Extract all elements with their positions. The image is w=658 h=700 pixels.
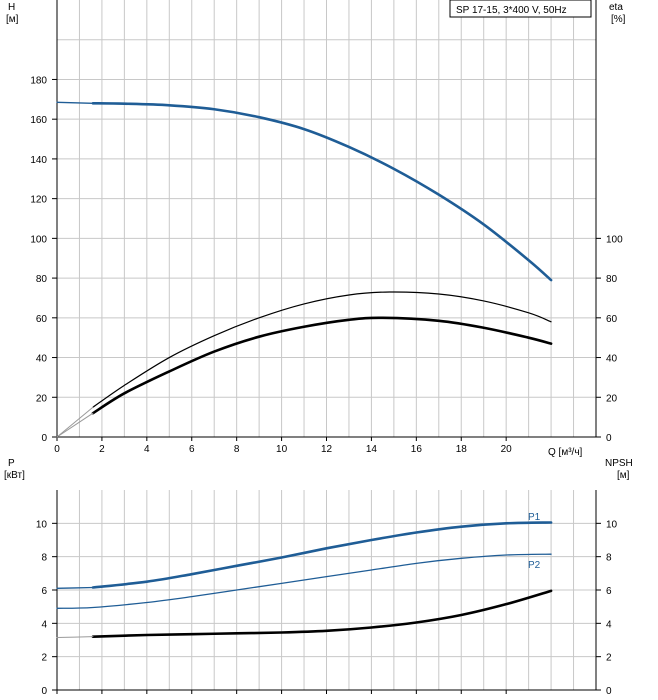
left-tick-label: 120 — [30, 195, 47, 206]
left-tick-label: 140 — [30, 155, 47, 166]
head-efficiency-chart: 0 20 40 60 80 100 120 140 160 180 0 20 40 60 80 100 0 2 4 6… — [30, 0, 623, 455]
head-axis-unit: [м] — [6, 14, 19, 25]
x-tick-label: 0 — [54, 444, 60, 455]
curve-eta-upper-extension — [56, 406, 94, 438]
right-tick-label: 80 — [606, 274, 618, 285]
eta-axis-title: eta — [609, 2, 623, 13]
x-tick-label: 8 — [234, 444, 240, 455]
left-tick-label: 10 — [36, 519, 48, 530]
curve-head — [91, 101, 553, 282]
right-tick-label: 8 — [606, 553, 612, 564]
curve-npsh — [91, 589, 553, 638]
right-tick-label: 10 — [606, 519, 618, 530]
head-axis-title: H — [8, 2, 15, 13]
left-tick-label: 100 — [30, 234, 47, 245]
left-tick-label: 180 — [30, 75, 47, 86]
curve-p1 — [91, 521, 553, 589]
right-tick-label: 0 — [606, 686, 612, 697]
left-tick-label: 60 — [36, 314, 48, 325]
legend: SP 17-15, 3*400 V, 50Hz — [449, 0, 592, 18]
left-tick-label: 0 — [41, 686, 47, 697]
eta-axis-unit: [%] — [611, 14, 626, 25]
right-tick-label: 2 — [606, 653, 612, 664]
power-axis-title: P — [8, 458, 15, 469]
right-tick-label: 20 — [606, 393, 618, 404]
x-tick-label: 6 — [189, 444, 195, 455]
left-tick-label: 2 — [41, 653, 47, 664]
right-tick-label: 6 — [606, 586, 612, 597]
left-tick-label: 40 — [36, 354, 48, 365]
series-label-p2: P2 — [528, 560, 541, 571]
right-tick-label: 100 — [606, 234, 623, 245]
flow-axis-label: Q [м³/ч] — [548, 447, 583, 458]
power-axis-unit: [кВт] — [4, 470, 25, 481]
legend-box — [449, 0, 592, 18]
curve-npsh-extension — [56, 636, 94, 638]
right-tick-label: 0 — [606, 433, 612, 444]
x-tick-label: 2 — [99, 444, 105, 455]
npsh-axis-unit: [м] — [617, 470, 630, 481]
left-tick-label: 8 — [41, 553, 47, 564]
x-tick-label: 4 — [144, 444, 150, 455]
x-tick-label: 20 — [501, 444, 513, 455]
left-tick-label: 4 — [41, 619, 47, 630]
right-tick-label: 4 — [606, 619, 612, 630]
left-tick-label: 80 — [36, 274, 48, 285]
series-label-p1: P1 — [528, 512, 541, 523]
left-tick-label: 160 — [30, 115, 47, 126]
curve-p1-extension — [56, 586, 94, 589]
npsh-axis-title: NPSH — [605, 458, 633, 469]
left-tick-label: 0 — [41, 433, 47, 444]
curve-head-extension — [56, 101, 94, 104]
curve-p2 — [56, 553, 552, 609]
x-tick-label: 10 — [276, 444, 288, 455]
right-tick-label: 60 — [606, 314, 618, 325]
right-tick-label: 40 — [606, 354, 618, 365]
x-tick-label: 14 — [366, 444, 378, 455]
legend-text: SP 17-15, 3*400 V, 50Hz — [456, 5, 567, 16]
x-tick-label: 12 — [321, 444, 333, 455]
x-tick-label: 16 — [411, 444, 423, 455]
x-tick-label: 18 — [456, 444, 468, 455]
curve-eta-lower — [91, 316, 553, 415]
left-tick-label: 6 — [41, 586, 47, 597]
curve-eta-upper — [92, 291, 552, 408]
power-npsh-chart: 0 2 4 6 8 10 0 2 4 6 8 10 — [36, 490, 618, 697]
curve-eta-lower-extension — [56, 412, 94, 438]
left-tick-label: 20 — [36, 393, 48, 404]
